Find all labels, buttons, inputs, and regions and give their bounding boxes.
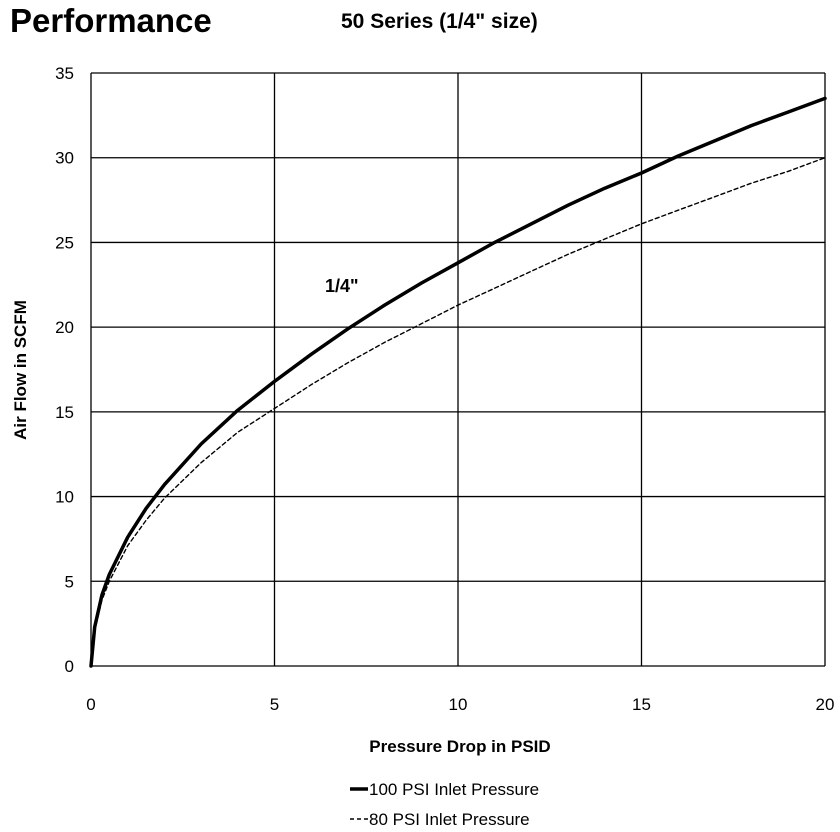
y-tick-label-35: 35 bbox=[55, 64, 74, 83]
y-tick-label-10: 10 bbox=[55, 488, 74, 507]
y-tick-label-0: 0 bbox=[65, 657, 74, 676]
x-tick-label-10: 10 bbox=[449, 695, 468, 714]
y-tick-label-30: 30 bbox=[55, 149, 74, 168]
y-tick-label-20: 20 bbox=[55, 318, 74, 337]
y-axis-title: Air Flow in SCFM bbox=[11, 300, 30, 440]
grid-lines bbox=[90, 72, 826, 667]
y-tick-label-25: 25 bbox=[55, 233, 74, 252]
x-axis-title: Pressure Drop in PSID bbox=[369, 737, 550, 756]
series-line-1 bbox=[90, 156, 826, 667]
x-tick-labels: 0 5 10 15 20 bbox=[86, 695, 834, 714]
page-title: Performance bbox=[10, 2, 212, 39]
x-tick-label-5: 5 bbox=[270, 695, 279, 714]
series-lines bbox=[89, 96, 827, 668]
y-tick-labels: 0 5 10 15 20 25 30 35 bbox=[55, 64, 74, 676]
chart-subtitle: 50 Series (1/4" size) bbox=[341, 10, 538, 33]
y-tick-label-15: 15 bbox=[55, 403, 74, 422]
legend-label-80psi: 80 PSI Inlet Pressure bbox=[369, 810, 530, 829]
x-tick-label-20: 20 bbox=[816, 695, 835, 714]
x-tick-label-15: 15 bbox=[632, 695, 651, 714]
legend: 100 PSI Inlet Pressure 80 PSI Inlet Pres… bbox=[350, 780, 539, 829]
series-line-0 bbox=[89, 96, 827, 668]
size-annotation: 1/4" bbox=[325, 276, 359, 296]
legend-label-100psi: 100 PSI Inlet Pressure bbox=[369, 780, 539, 799]
y-tick-label-5: 5 bbox=[65, 572, 74, 591]
x-tick-label-0: 0 bbox=[86, 695, 95, 714]
